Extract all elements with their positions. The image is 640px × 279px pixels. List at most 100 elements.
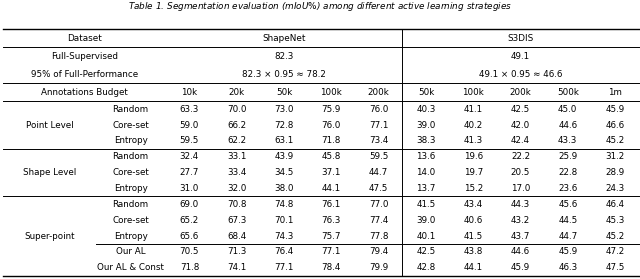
Text: 77.8: 77.8	[369, 232, 388, 240]
Text: 78.4: 78.4	[322, 263, 341, 272]
Text: ShapeNet: ShapeNet	[262, 34, 306, 43]
Text: 77.4: 77.4	[369, 216, 388, 225]
Text: 49.1: 49.1	[511, 52, 530, 61]
Text: 44.3: 44.3	[511, 200, 530, 209]
Text: 44.6: 44.6	[558, 121, 577, 130]
Text: 44.6: 44.6	[511, 247, 530, 256]
Text: 76.4: 76.4	[275, 247, 294, 256]
Text: 47.5: 47.5	[605, 263, 625, 272]
Text: 38.3: 38.3	[416, 136, 436, 145]
Text: 38.0: 38.0	[275, 184, 294, 193]
Text: 32.4: 32.4	[180, 152, 199, 161]
Text: 23.6: 23.6	[558, 184, 577, 193]
Text: 1m: 1m	[608, 88, 622, 97]
Text: 200k: 200k	[509, 88, 531, 97]
Text: 17.0: 17.0	[511, 184, 530, 193]
Text: 95% of Full-Performance: 95% of Full-Performance	[31, 70, 138, 79]
Text: 46.4: 46.4	[605, 200, 625, 209]
Text: 82.3: 82.3	[275, 52, 294, 61]
Text: 500k: 500k	[557, 88, 579, 97]
Text: 77.1: 77.1	[369, 121, 388, 130]
Text: Point Level: Point Level	[26, 121, 73, 130]
Text: 44.7: 44.7	[369, 168, 388, 177]
Text: 41.5: 41.5	[416, 200, 435, 209]
Text: Our AL: Our AL	[116, 247, 145, 256]
Text: Shape Level: Shape Level	[23, 168, 76, 177]
Text: 45.6: 45.6	[558, 200, 577, 209]
Text: 62.2: 62.2	[227, 136, 246, 145]
Text: 39.0: 39.0	[416, 121, 436, 130]
Text: Annotations Budget: Annotations Budget	[41, 88, 128, 97]
Text: 71.8: 71.8	[180, 263, 199, 272]
Text: 46.3: 46.3	[558, 263, 577, 272]
Text: 63.3: 63.3	[180, 105, 199, 114]
Text: Random: Random	[113, 152, 148, 161]
Text: 43.7: 43.7	[511, 232, 530, 240]
Text: Random: Random	[113, 105, 148, 114]
Text: 44.1: 44.1	[322, 184, 341, 193]
Text: 45.9: 45.9	[511, 263, 530, 272]
Text: 43.4: 43.4	[463, 200, 483, 209]
Text: 82.3 × 0.95 ≈ 78.2: 82.3 × 0.95 ≈ 78.2	[242, 70, 326, 79]
Text: 79.4: 79.4	[369, 247, 388, 256]
Text: 65.6: 65.6	[180, 232, 199, 240]
Text: 63.1: 63.1	[275, 136, 294, 145]
Text: Entropy: Entropy	[114, 184, 148, 193]
Text: 39.0: 39.0	[416, 216, 436, 225]
Text: 75.7: 75.7	[321, 232, 341, 240]
Text: Table 1. Segmentation evaluation ($mIoU\%$) among different active learning stra: Table 1. Segmentation evaluation ($mIoU\…	[128, 1, 512, 13]
Text: 45.8: 45.8	[322, 152, 341, 161]
Text: 44.7: 44.7	[558, 232, 577, 240]
Text: 40.2: 40.2	[463, 121, 483, 130]
Text: 69.0: 69.0	[180, 200, 199, 209]
Text: 13.7: 13.7	[416, 184, 436, 193]
Text: 20k: 20k	[228, 88, 244, 97]
Text: Entropy: Entropy	[114, 232, 148, 240]
Text: 40.1: 40.1	[416, 232, 435, 240]
Text: 41.3: 41.3	[463, 136, 483, 145]
Text: 59.0: 59.0	[180, 121, 199, 130]
Text: 66.2: 66.2	[227, 121, 246, 130]
Text: 40.3: 40.3	[416, 105, 436, 114]
Text: 49.1 × 0.95 ≈ 46.6: 49.1 × 0.95 ≈ 46.6	[479, 70, 562, 79]
Text: 45.0: 45.0	[558, 105, 577, 114]
Text: 43.3: 43.3	[558, 136, 577, 145]
Text: 42.4: 42.4	[511, 136, 530, 145]
Text: 70.0: 70.0	[227, 105, 246, 114]
Text: 73.4: 73.4	[369, 136, 388, 145]
Text: 72.8: 72.8	[275, 121, 294, 130]
Text: 15.2: 15.2	[463, 184, 483, 193]
Text: Core-set: Core-set	[112, 216, 149, 225]
Text: 75.9: 75.9	[322, 105, 341, 114]
Text: 100k: 100k	[321, 88, 342, 97]
Text: 42.5: 42.5	[416, 247, 435, 256]
Text: 70.5: 70.5	[180, 247, 199, 256]
Text: 33.1: 33.1	[227, 152, 246, 161]
Text: 77.1: 77.1	[322, 247, 341, 256]
Text: Entropy: Entropy	[114, 136, 148, 145]
Text: 76.3: 76.3	[322, 216, 341, 225]
Text: 47.5: 47.5	[369, 184, 388, 193]
Text: 34.5: 34.5	[275, 168, 294, 177]
Text: Core-set: Core-set	[112, 168, 149, 177]
Text: 67.3: 67.3	[227, 216, 246, 225]
Text: 13.6: 13.6	[416, 152, 435, 161]
Text: 42.8: 42.8	[416, 263, 435, 272]
Text: 43.2: 43.2	[511, 216, 530, 225]
Text: 25.9: 25.9	[558, 152, 577, 161]
Text: 76.0: 76.0	[322, 121, 341, 130]
Text: 50k: 50k	[276, 88, 292, 97]
Text: Dataset: Dataset	[67, 34, 102, 43]
Text: 31.2: 31.2	[605, 152, 625, 161]
Text: 47.2: 47.2	[605, 247, 625, 256]
Text: 42.5: 42.5	[511, 105, 530, 114]
Text: 37.1: 37.1	[322, 168, 341, 177]
Text: 200k: 200k	[368, 88, 390, 97]
Text: 42.0: 42.0	[511, 121, 530, 130]
Text: 43.8: 43.8	[463, 247, 483, 256]
Text: 71.8: 71.8	[322, 136, 341, 145]
Text: Super-point: Super-point	[24, 232, 75, 240]
Text: 22.2: 22.2	[511, 152, 530, 161]
Text: 74.8: 74.8	[275, 200, 294, 209]
Text: 70.1: 70.1	[275, 216, 294, 225]
